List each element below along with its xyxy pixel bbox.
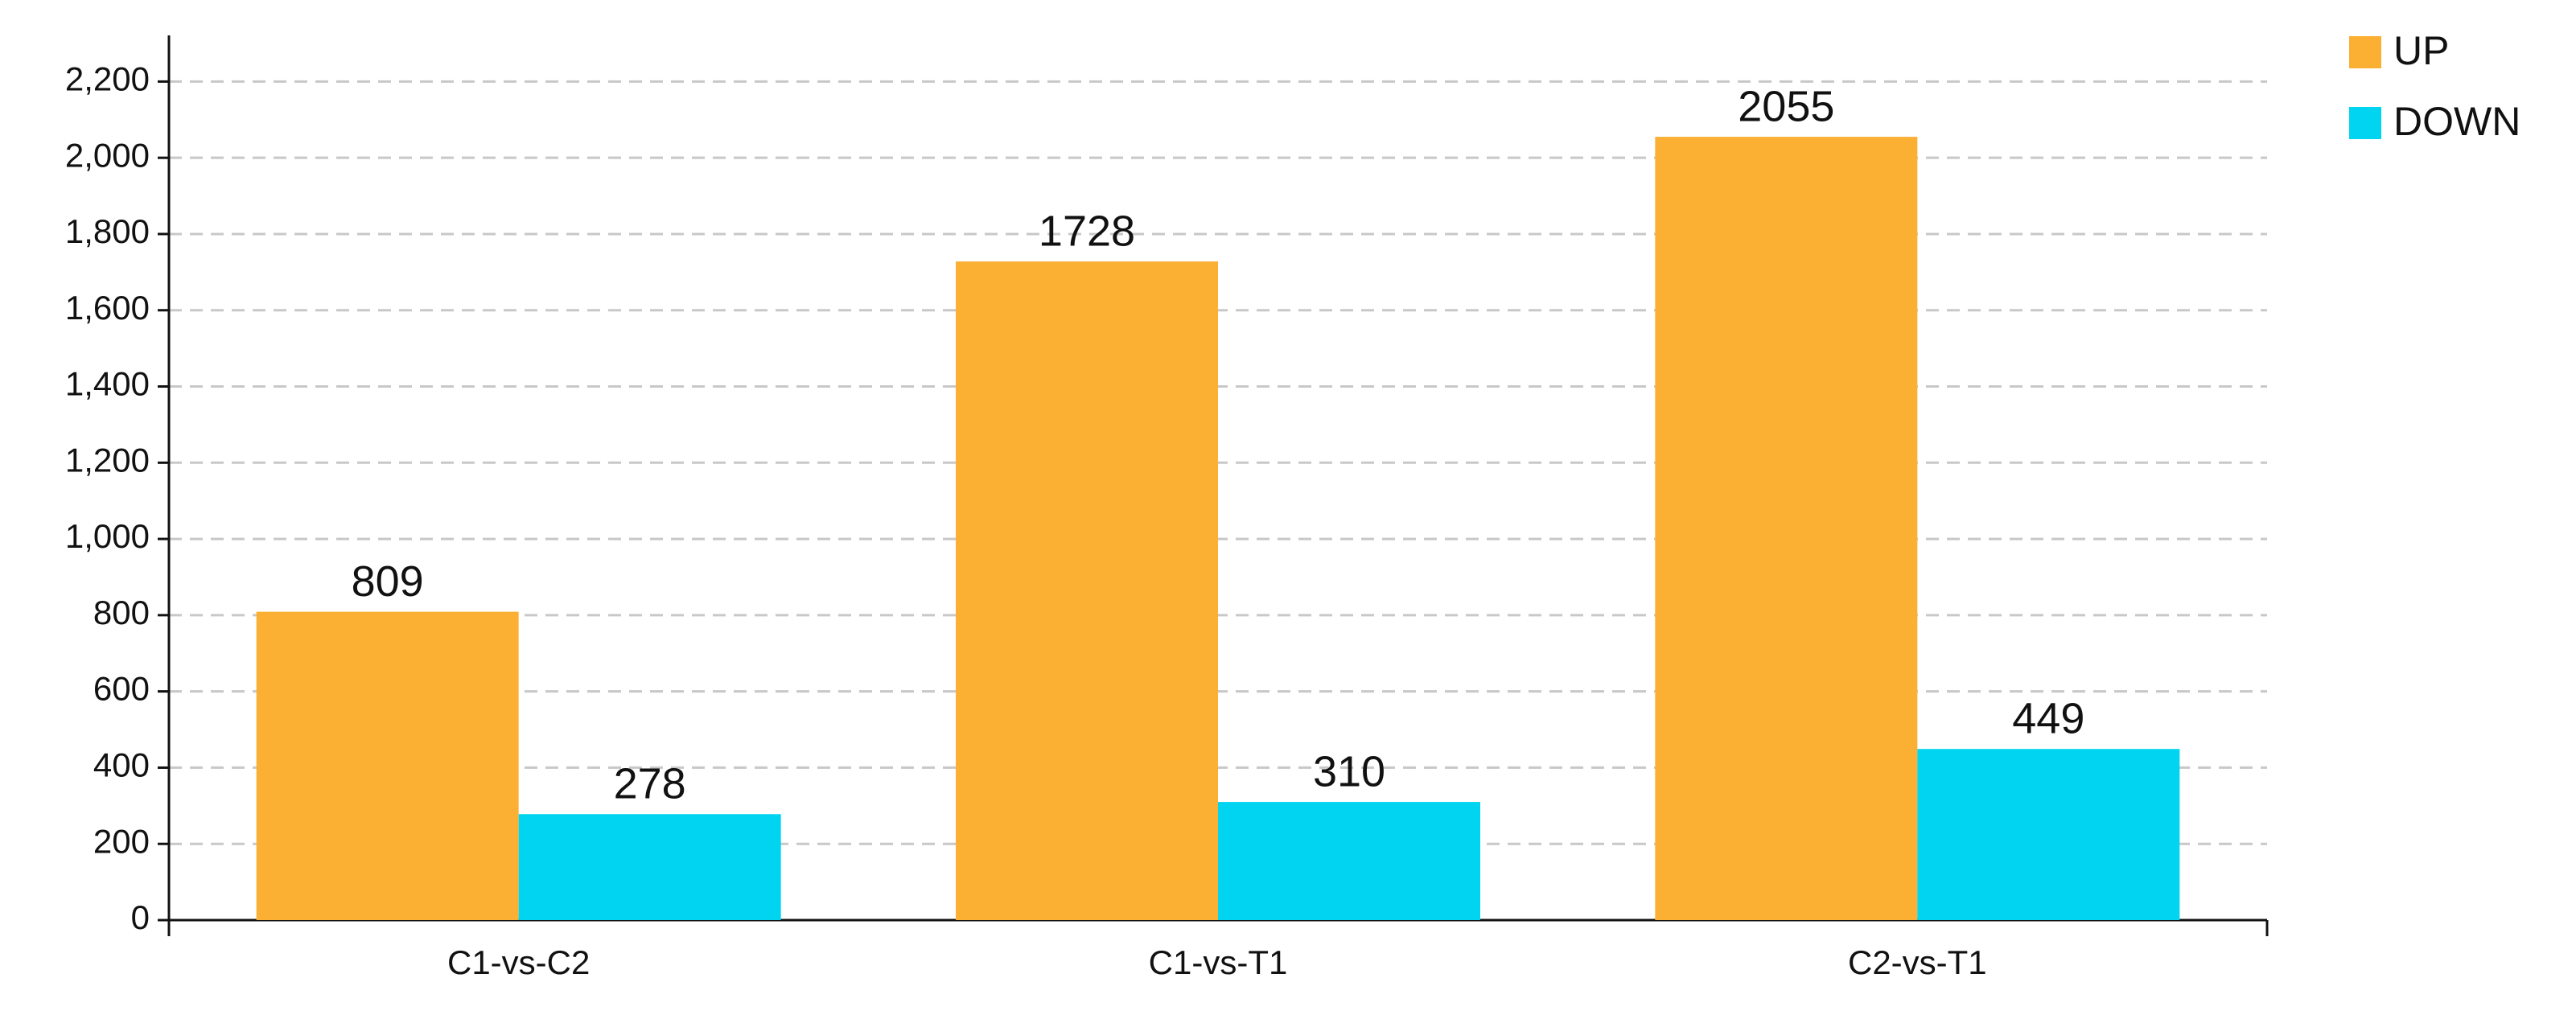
bar bbox=[956, 261, 1218, 920]
y-tick-label: 1,400 bbox=[65, 365, 150, 403]
bar bbox=[1655, 137, 1918, 920]
y-tick-label: 2,200 bbox=[65, 60, 150, 97]
y-tick-label: 2,000 bbox=[65, 136, 150, 174]
y-tick-label: 1,000 bbox=[65, 517, 150, 555]
value-label: 310 bbox=[1313, 747, 1385, 795]
bar bbox=[1917, 749, 2180, 920]
legend-label: DOWN bbox=[2393, 99, 2520, 144]
value-label: 809 bbox=[352, 557, 424, 606]
bar bbox=[1218, 802, 1480, 920]
x-tick-label: C1-vs-C2 bbox=[447, 943, 590, 981]
value-label: 278 bbox=[614, 760, 686, 808]
x-tick-label: C1-vs-T1 bbox=[1149, 943, 1288, 981]
value-label: 449 bbox=[2012, 694, 2084, 742]
y-tick-label: 0 bbox=[131, 898, 150, 936]
y-tick-label: 600 bbox=[93, 670, 150, 708]
y-tick-label: 200 bbox=[93, 822, 150, 860]
value-label: 1728 bbox=[1039, 207, 1135, 255]
value-label: 2055 bbox=[1738, 82, 1834, 130]
y-tick-label: 1,600 bbox=[65, 289, 150, 327]
legend-label: UP bbox=[2393, 28, 2449, 73]
y-tick-label: 400 bbox=[93, 746, 150, 784]
y-tick-label: 800 bbox=[93, 594, 150, 631]
bar bbox=[518, 814, 781, 920]
y-tick-label: 1,800 bbox=[65, 212, 150, 250]
y-tick-label: 1,200 bbox=[65, 441, 150, 479]
bar bbox=[256, 611, 519, 920]
x-tick-label: C2-vs-T1 bbox=[1848, 943, 1987, 981]
legend-swatch bbox=[2349, 36, 2381, 68]
legend-swatch bbox=[2349, 107, 2381, 139]
